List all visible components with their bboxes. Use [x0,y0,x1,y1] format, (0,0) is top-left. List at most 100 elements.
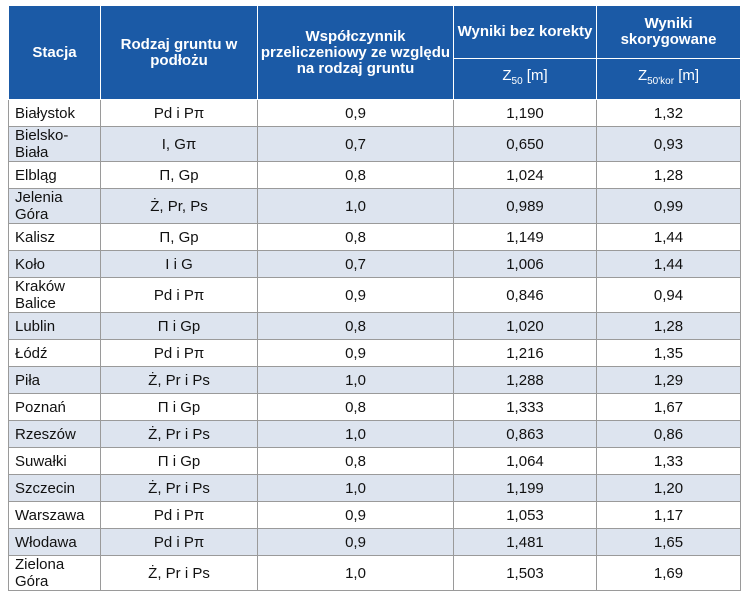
cell-z50-kor: 1,44 [596,250,741,278]
table-header: Stacja Rodzaj gruntu w podłożu Współczyn… [8,5,741,100]
cell-soil: Ż, Pr i Ps [100,420,258,448]
cell-z50: 1,216 [453,339,597,367]
cell-coefficient: 0,8 [257,161,454,189]
cell-coefficient: 0,9 [257,339,454,367]
table-body: Białystok Pd i Pπ 0,9 1,190 1,32 Bielsko-Biał… [8,99,741,591]
cell-station: Kalisz [8,223,101,251]
cell-soil: Π, Gp [100,161,258,189]
table-row: Białystok Pd i Pπ 0,9 1,190 1,32 [8,99,741,127]
header-z50-kor: Z50'kor [m] [596,58,741,100]
cell-coefficient: 0,9 [257,501,454,529]
cell-z50: 1,053 [453,501,597,529]
cell-coefficient: 1,0 [257,555,454,591]
cell-station: Zielona Góra [8,555,101,591]
cell-coefficient: 0,9 [257,99,454,127]
cell-station: Łódź [8,339,101,367]
cell-soil: Pd i Pπ [100,501,258,529]
z50kor-symbol: Z [637,67,648,84]
table-row: Piła Ż, Pr i Ps 1,0 1,288 1,29 [8,366,741,394]
cell-station: Lublin [8,312,101,340]
cell-z50: 1,333 [453,393,597,421]
table-row: Kraków Balice Pd i Pπ 0,9 0,846 0,94 [8,277,741,313]
cell-z50-kor: 1,44 [596,223,741,251]
cell-coefficient: 0,8 [257,223,454,251]
header-station: Stacja [8,5,101,100]
cell-z50-kor: 1,33 [596,447,741,475]
cell-station: Bielsko-Biała [8,126,101,162]
cell-station: Koło [8,250,101,278]
cell-coefficient: 0,7 [257,126,454,162]
header-coefficient: Współczynnik przeliczeniowy ze względu n… [257,5,454,100]
cell-soil: Π i Gp [100,393,258,421]
z50-unit: [m] [522,67,548,84]
cell-z50: 1,149 [453,223,597,251]
cell-z50-kor: 0,94 [596,277,741,313]
cell-z50-kor: 1,69 [596,555,741,591]
table-row: Zielona Góra Ż, Pr i Ps 1,0 1,503 1,69 [8,555,741,591]
cell-z50: 1,288 [453,366,597,394]
cell-station: Kraków Balice [8,277,101,313]
cell-soil: Ż, Pr, Ps [100,188,258,224]
header-corrected: Wyniki skorygowane [596,5,741,59]
cell-z50-kor: 1,17 [596,501,741,529]
cell-z50-kor: 1,35 [596,339,741,367]
table-row: Warszawa Pd i Pπ 0,9 1,053 1,17 [8,501,741,529]
cell-z50: 0,650 [453,126,597,162]
cell-station: Włodawa [8,528,101,556]
header-soil-type: Rodzaj gruntu w podłożu [100,5,258,100]
z50-symbol: Z [502,67,512,84]
cell-coefficient: 1,0 [257,366,454,394]
cell-coefficient: 0,7 [257,250,454,278]
cell-station: Suwałki [8,447,101,475]
table-row: Poznań Π i Gp 0,8 1,333 1,67 [8,393,741,421]
cell-coefficient: 1,0 [257,420,454,448]
table-row: Koło I i G 0,7 1,006 1,44 [8,250,741,278]
cell-station: Rzeszów [8,420,101,448]
cell-soil: Pd i Pπ [100,277,258,313]
cell-z50-kor: 1,28 [596,312,741,340]
table-row: Elbląg Π, Gp 0,8 1,024 1,28 [8,161,741,189]
table-row: Jelenia Góra Ż, Pr, Ps 1,0 0,989 0,99 [8,188,741,224]
cell-z50-kor: 1,67 [596,393,741,421]
results-table: Stacja Rodzaj gruntu w podłożu Współczyn… [8,5,741,591]
cell-station: Warszawa [8,501,101,529]
cell-z50-kor: 0,99 [596,188,741,224]
z50kor-unit: [m] [674,67,700,84]
cell-z50-kor: 0,86 [596,420,741,448]
cell-z50: 1,024 [453,161,597,189]
cell-z50: 1,064 [453,447,597,475]
cell-z50: 0,863 [453,420,597,448]
table-row: Bielsko-Biała I, Gπ 0,7 0,650 0,93 [8,126,741,162]
cell-z50-kor: 1,28 [596,161,741,189]
cell-z50: 1,006 [453,250,597,278]
cell-z50-kor: 1,65 [596,528,741,556]
cell-coefficient: 0,8 [257,393,454,421]
cell-coefficient: 0,8 [257,447,454,475]
cell-z50-kor: 1,20 [596,474,741,502]
table-row: Łódź Pd i Pπ 0,9 1,216 1,35 [8,339,741,367]
cell-station: Elbląg [8,161,101,189]
cell-z50-kor: 1,32 [596,99,741,127]
cell-z50: 1,481 [453,528,597,556]
cell-soil: Ż, Pr i Ps [100,366,258,394]
table-row: Szczecin Ż, Pr i Ps 1,0 1,199 1,20 [8,474,741,502]
header-z50: Z50 [m] [453,58,597,100]
cell-soil: Π i Gp [100,312,258,340]
cell-coefficient: 0,8 [257,312,454,340]
table-row: Lublin Π i Gp 0,8 1,020 1,28 [8,312,741,340]
cell-station: Białystok [8,99,101,127]
cell-soil: Π, Gp [100,223,258,251]
cell-soil: I i G [100,250,258,278]
cell-coefficient: 1,0 [257,188,454,224]
cell-station: Poznań [8,393,101,421]
cell-coefficient: 0,9 [257,528,454,556]
cell-station: Szczecin [8,474,101,502]
cell-z50: 1,020 [453,312,597,340]
cell-station: Jelenia Góra [8,188,101,224]
cell-soil: Pd i Pπ [100,99,258,127]
cell-station: Piła [8,366,101,394]
cell-soil: Π i Gp [100,447,258,475]
table-row: Suwałki Π i Gp 0,8 1,064 1,33 [8,447,741,475]
cell-z50: 1,199 [453,474,597,502]
table-row: Kalisz Π, Gp 0,8 1,149 1,44 [8,223,741,251]
